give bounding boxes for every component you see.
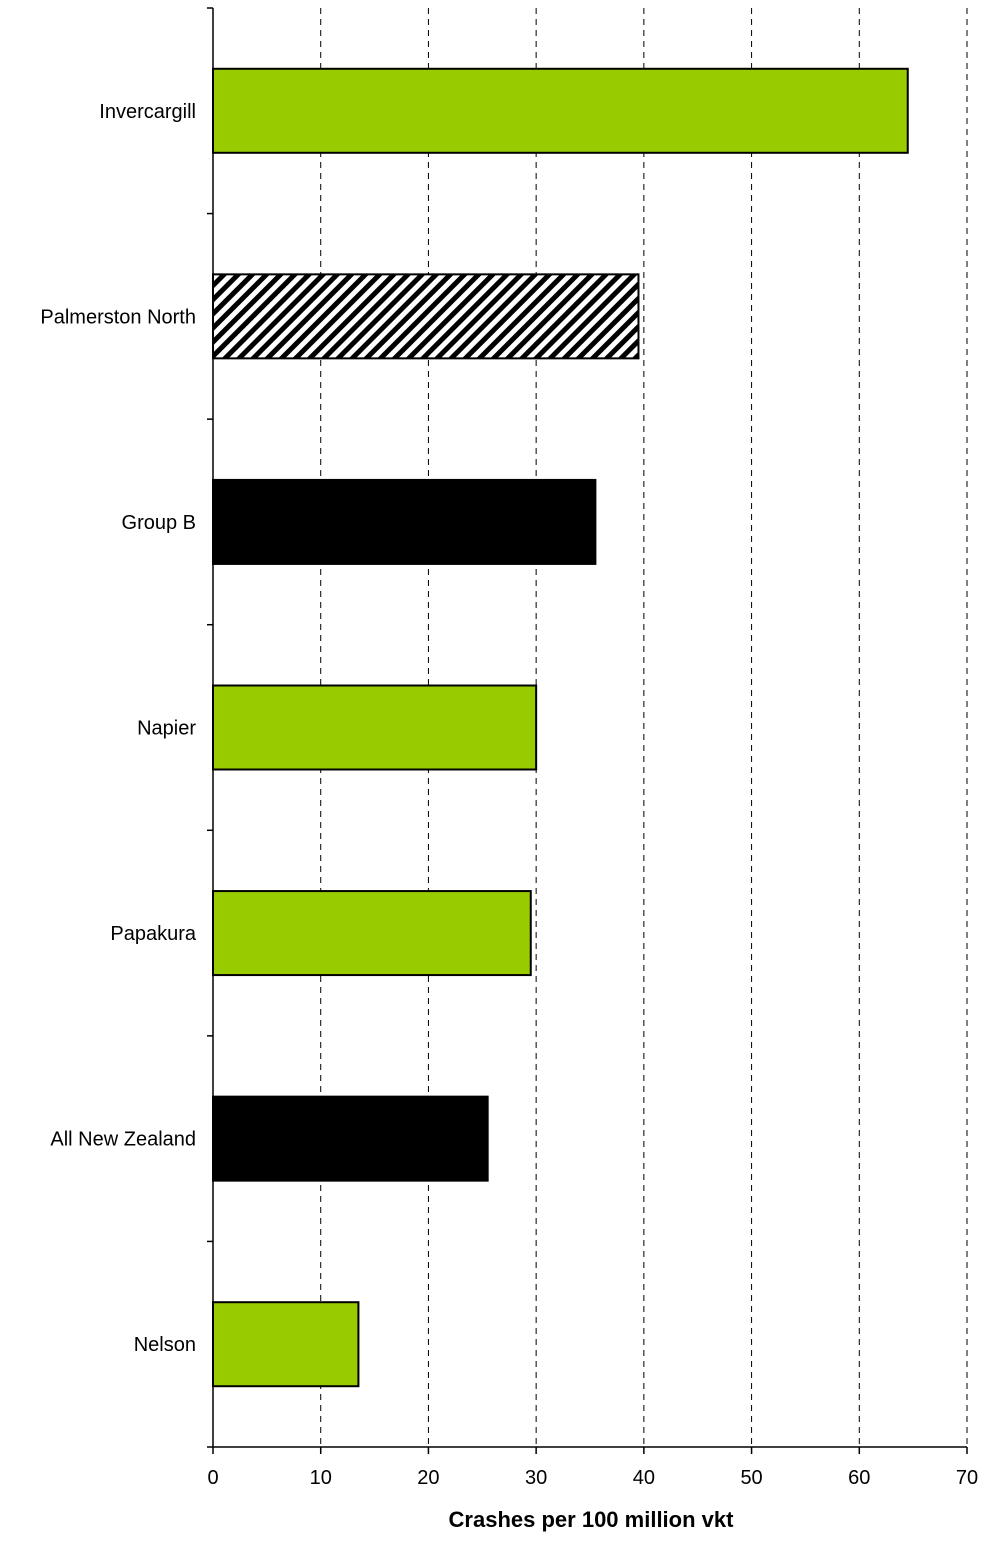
bars [212, 67, 909, 1388]
category-label-all-new-zealand: All New Zealand [50, 1129, 196, 1151]
x-tick-label-0: 0 [207, 1467, 218, 1489]
x-tick-label-10: 10 [310, 1467, 332, 1489]
x-tick-label-40: 40 [633, 1467, 655, 1489]
bar-napier [212, 684, 538, 771]
x-tick-label-50: 50 [740, 1467, 762, 1489]
bar-group-b [212, 478, 597, 565]
category-label-napier: Napier [137, 718, 196, 740]
category-label-group-b: Group B [122, 512, 196, 534]
x-axis-title: Crashes per 100 million vkt [449, 1507, 735, 1532]
category-label-palmerston-north: Palmerston North [40, 306, 196, 328]
bar-invercargill [212, 67, 909, 154]
bar-all-new-zealand [212, 1095, 489, 1182]
x-tick-label-70: 70 [956, 1467, 978, 1489]
x-tick-label-20: 20 [417, 1467, 439, 1489]
x-tick-label-60: 60 [848, 1467, 870, 1489]
category-label-invercargill: Invercargill [99, 101, 196, 123]
bar-papakura [212, 890, 532, 977]
category-label-nelson: Nelson [134, 1334, 196, 1356]
category-label-papakura: Papakura [110, 923, 196, 945]
bar-nelson [212, 1301, 360, 1388]
axes [207, 7, 968, 1454]
labels: Invercargill Palmerston North Group B Napie… [40, 101, 978, 1489]
bar-palmerston-north [212, 273, 640, 360]
x-tick-label-30: 30 [525, 1467, 547, 1489]
